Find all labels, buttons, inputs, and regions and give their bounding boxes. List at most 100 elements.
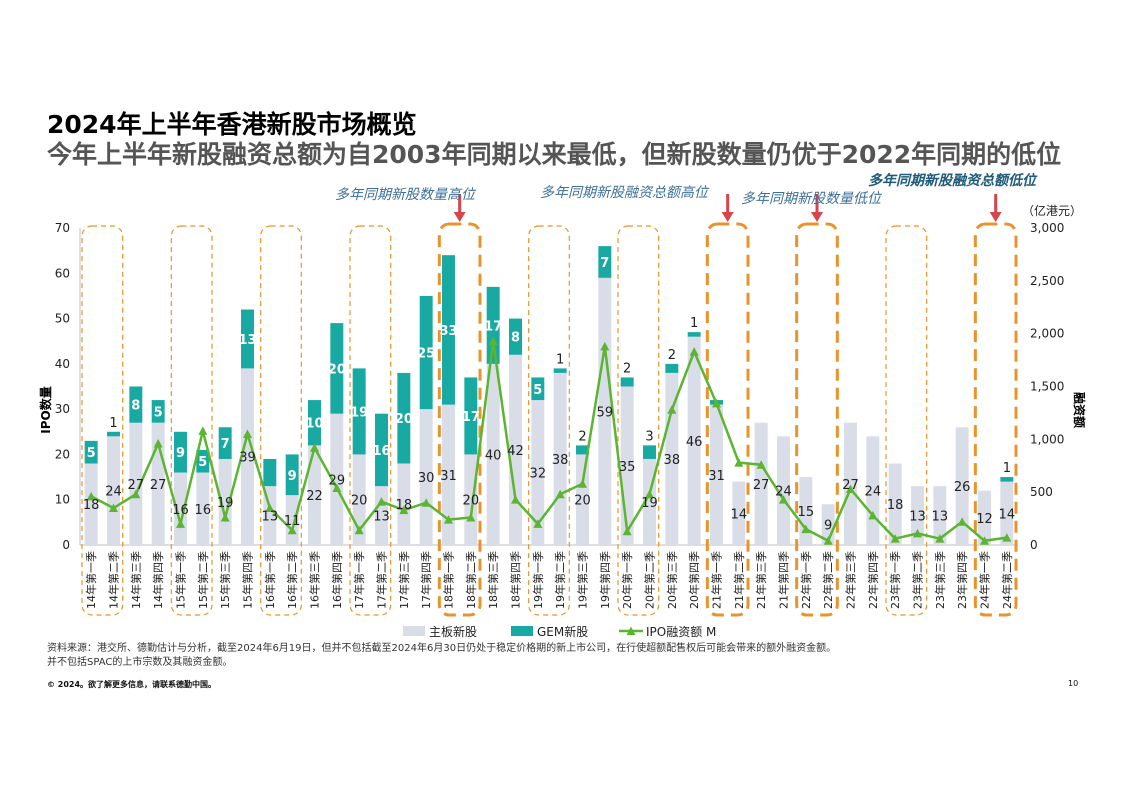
bar-gem — [397, 372, 411, 464]
y-tick-label: 50 — [55, 312, 70, 326]
bar-gem — [643, 445, 656, 459]
bar-main-board — [129, 422, 143, 545]
bar-main-board — [844, 422, 857, 545]
y2-tick-label: 2,500 — [1030, 274, 1064, 288]
bar-label-main: 35 — [619, 460, 636, 475]
bar-label-gem: 2 — [668, 348, 676, 363]
bar-main-board — [442, 404, 455, 545]
bar-label-main: 24 — [775, 485, 792, 500]
ipo-amount-marker — [153, 439, 163, 448]
x-tick-label: 14年第四季 — [151, 551, 165, 609]
down-arrow-head — [721, 212, 734, 222]
ipo-amount-marker — [712, 398, 721, 408]
x-tick-label: 15年第三季 — [218, 551, 232, 609]
bar-label-main: 11 — [284, 514, 301, 529]
ipo-amount-marker — [868, 510, 878, 520]
x-tick-label: 23年第四季 — [955, 551, 969, 609]
bar-label-gem: 20 — [395, 412, 413, 427]
y-axis-label: IPO数量 — [38, 386, 53, 433]
ipo-amount-marker — [756, 460, 766, 469]
bar-label-main: 20 — [351, 494, 368, 509]
x-tick-label: 20年第二季 — [643, 551, 657, 609]
bar-label-gem: 16 — [372, 444, 390, 459]
bar-label-main: 13 — [373, 510, 390, 525]
bar-main-board — [1000, 481, 1014, 545]
bar-main-board — [933, 486, 947, 545]
y2-unit-label: （亿港元） — [1022, 203, 1082, 218]
bar-label-main: 24 — [865, 485, 882, 500]
y-tick-label: 0 — [62, 538, 70, 552]
bar-label-main: 19 — [217, 496, 234, 511]
bar-main-board — [687, 336, 701, 545]
bar-main-board — [754, 422, 768, 545]
bar-label-main: 9 — [824, 519, 832, 534]
page-number: 10 — [1068, 679, 1079, 688]
bar-label-main: 20 — [574, 494, 591, 509]
bar-label-gem: 25 — [417, 347, 435, 362]
highlight-box — [705, 222, 750, 617]
bar-label-main: 38 — [664, 453, 681, 468]
bar-label-gem: 7 — [221, 437, 230, 452]
bar-label-main: 46 — [686, 435, 703, 450]
x-tick-label: 22年第一季 — [799, 551, 813, 609]
ipo-amount-marker — [332, 483, 342, 492]
down-arrow-head — [811, 212, 823, 222]
ipo-amount-marker — [198, 426, 208, 435]
down-arrow-head — [453, 212, 466, 222]
ipo-amount-marker — [890, 534, 900, 543]
bar-main-board — [553, 372, 567, 545]
ipo-amount-marker — [220, 513, 230, 522]
x-tick-label: 14年第二季 — [107, 551, 121, 609]
bar-label-gem: 7 — [600, 256, 609, 271]
bar-label-gem: 9 — [288, 469, 297, 484]
bar-main-board — [665, 372, 679, 545]
x-tick-label: 16年第四季 — [330, 551, 344, 609]
y2-tick-label: 1,000 — [1030, 432, 1064, 446]
annotation-label: 多年同期新股融资总额高位 — [540, 185, 710, 201]
x-tick-label: 15年第四季 — [241, 551, 255, 609]
bar-label-main: 42 — [507, 444, 524, 459]
x-tick-label: 15年第一季 — [174, 551, 188, 609]
bar-main-board — [888, 463, 902, 545]
bar-gem — [129, 386, 143, 423]
ipo-amount-marker — [689, 347, 699, 356]
bar-label-gem: 1 — [109, 416, 117, 431]
x-tick-label: 14年第一季 — [84, 551, 98, 609]
bar-gem — [308, 400, 321, 446]
legend-label-gem: GEM新股 — [537, 624, 588, 639]
bar-main-board — [330, 413, 344, 545]
bar-main-board — [799, 477, 813, 545]
highlight-box — [528, 225, 570, 616]
bar-main-board — [397, 463, 411, 545]
x-tick-label: 21年第一季 — [710, 551, 724, 609]
y2-tick-label: 500 — [1030, 485, 1053, 499]
bar-gem — [509, 318, 522, 355]
ipo-amount-marker — [354, 525, 364, 535]
ipo-amount-marker — [533, 519, 543, 528]
x-tick-label: 20年第一季 — [620, 551, 634, 609]
bar-gem — [151, 400, 165, 423]
bar-main-board — [509, 354, 522, 545]
bar-main-board — [84, 463, 98, 545]
x-tick-label: 17年第三季 — [397, 551, 411, 609]
x-tick-label: 22年第三季 — [844, 551, 858, 609]
bar-label-gem: 5 — [154, 405, 163, 420]
bar-gem — [196, 449, 210, 473]
ipo-amount-marker — [980, 536, 989, 545]
x-tick-label: 17年第一季 — [352, 551, 366, 609]
bar-gem — [531, 377, 545, 401]
legend-label-ipo: IPO融资额 M — [646, 625, 716, 639]
ipo-amount-marker — [86, 491, 96, 501]
x-tick-label: 14年第三季 — [129, 551, 143, 609]
y-tick-label: 40 — [55, 357, 70, 371]
y-tick-label: 60 — [55, 266, 70, 280]
bar-gem — [263, 458, 277, 487]
bar-gem — [174, 431, 187, 473]
y2-tick-label: 3,000 — [1030, 221, 1064, 235]
bar-main-board — [710, 404, 723, 545]
bar-main-board — [777, 436, 790, 545]
bar-label-gem: 5 — [533, 383, 542, 398]
y2-axis-label: 融资额 — [1072, 392, 1087, 428]
ipo-amount-marker — [645, 489, 654, 499]
